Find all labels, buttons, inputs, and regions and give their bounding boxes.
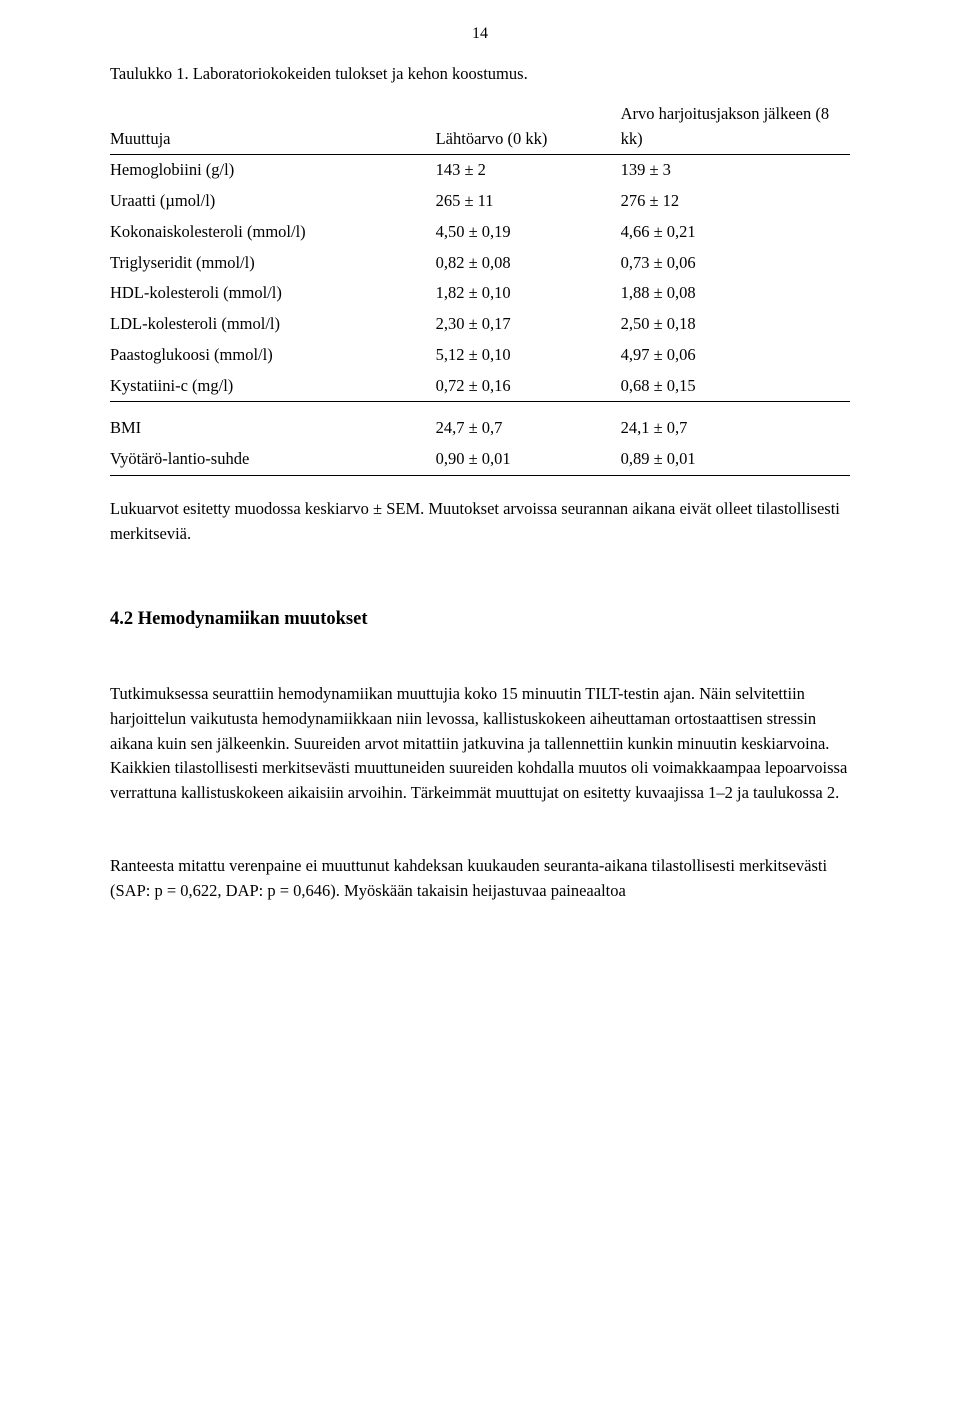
page: 14 Taulukko 1. Laboratoriokokeiden tulok…: [0, 0, 960, 1409]
row-baseline: 4,50 ± 0,19: [436, 217, 621, 248]
row-name: BMI: [110, 413, 436, 444]
table-row: Kystatiini-c (mg/l)0,72 ± 0,160,68 ± 0,1…: [110, 371, 850, 402]
row-name: Vyötärö-lantio-suhde: [110, 444, 436, 475]
table-head-row: Muuttuja Lähtöarvo (0 kk) Arvo harjoitus…: [110, 99, 850, 155]
page-number: 14: [472, 22, 488, 46]
row-name: Uraatti (µmol/l): [110, 186, 436, 217]
table-row: Vyötärö-lantio-suhde0,90 ± 0,010,89 ± 0,…: [110, 444, 850, 475]
row-baseline: 0,90 ± 0,01: [436, 444, 621, 475]
results-table: Muuttuja Lähtöarvo (0 kk) Arvo harjoitus…: [110, 99, 850, 487]
table-row: Paastoglukoosi (mmol/l)5,12 ± 0,104,97 ±…: [110, 340, 850, 371]
row-name: Kokonaiskolesteroli (mmol/l): [110, 217, 436, 248]
row-name: LDL-kolesteroli (mmol/l): [110, 309, 436, 340]
row-after: 1,88 ± 0,08: [621, 278, 850, 309]
row-baseline: 24,7 ± 0,7: [436, 413, 621, 444]
row-baseline: 1,82 ± 0,10: [436, 278, 621, 309]
row-name: Hemoglobiini (g/l): [110, 155, 436, 186]
row-name: Kystatiini-c (mg/l): [110, 371, 436, 402]
col-baseline: Lähtöarvo (0 kk): [436, 99, 621, 155]
table-row: HDL-kolesteroli (mmol/l)1,82 ± 0,101,88 …: [110, 278, 850, 309]
row-baseline: 0,72 ± 0,16: [436, 371, 621, 402]
row-name: Triglyseridit (mmol/l): [110, 248, 436, 279]
table-row: Kokonaiskolesteroli (mmol/l)4,50 ± 0,194…: [110, 217, 850, 248]
row-after: 2,50 ± 0,18: [621, 309, 850, 340]
row-after: 24,1 ± 0,7: [621, 413, 850, 444]
row-after: 4,97 ± 0,06: [621, 340, 850, 371]
body-paragraph-2: Ranteesta mitattu verenpaine ei muuttunu…: [110, 854, 850, 904]
row-after: 276 ± 12: [621, 186, 850, 217]
row-name: HDL-kolesteroli (mmol/l): [110, 278, 436, 309]
row-name: Paastoglukoosi (mmol/l): [110, 340, 436, 371]
row-baseline: 143 ± 2: [436, 155, 621, 186]
row-baseline: 2,30 ± 0,17: [436, 309, 621, 340]
row-baseline: 0,82 ± 0,08: [436, 248, 621, 279]
row-baseline: 5,12 ± 0,10: [436, 340, 621, 371]
table-row: Triglyseridit (mmol/l)0,82 ± 0,080,73 ± …: [110, 248, 850, 279]
table-row: BMI24,7 ± 0,724,1 ± 0,7: [110, 413, 850, 444]
table-note: Lukuarvot esitetty muodossa keskiarvo ± …: [110, 497, 850, 547]
body-paragraph-1: Tutkimuksessa seurattiin hemodynamiikan …: [110, 682, 850, 806]
table-row: Uraatti (µmol/l)265 ± 11276 ± 12: [110, 186, 850, 217]
row-after: 0,68 ± 0,15: [621, 371, 850, 402]
row-after: 139 ± 3: [621, 155, 850, 186]
table-row: Hemoglobiini (g/l)143 ± 2139 ± 3: [110, 155, 850, 186]
row-baseline: 265 ± 11: [436, 186, 621, 217]
row-after: 0,73 ± 0,06: [621, 248, 850, 279]
table-row: LDL-kolesteroli (mmol/l)2,30 ± 0,172,50 …: [110, 309, 850, 340]
row-after: 4,66 ± 0,21: [621, 217, 850, 248]
col-after: Arvo harjoitusjakson jälkeen (8 kk): [621, 99, 850, 155]
col-muuttuja: Muuttuja: [110, 99, 436, 155]
section-heading: 4.2 Hemodynamiikan muutokset: [110, 606, 850, 634]
table-caption: Taulukko 1. Laboratoriokokeiden tulokset…: [110, 62, 850, 87]
row-after: 0,89 ± 0,01: [621, 444, 850, 475]
